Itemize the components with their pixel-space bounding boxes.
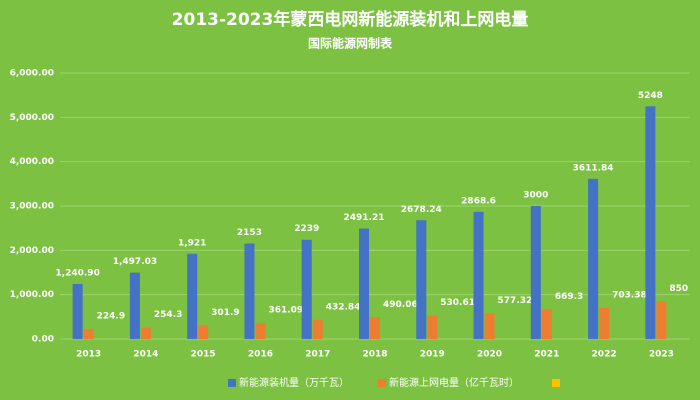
y-tick-label: 6,000.00: [10, 69, 54, 79]
bar: [198, 325, 209, 339]
bar: [244, 243, 255, 339]
x-tick-label: 2014: [133, 350, 158, 360]
bar: [83, 329, 94, 339]
bar: [301, 239, 312, 339]
chart-title: 2013-2023年蒙西电网新能源装机和上网电量: [172, 9, 529, 30]
x-tick-label: 2016: [248, 350, 273, 360]
y-tick-label: 3,000.00: [10, 202, 54, 212]
x-tick-label: 2017: [305, 350, 330, 360]
bar: [359, 228, 369, 339]
legend-label: 新能源上网电量（亿千瓦时）: [389, 376, 519, 389]
data-label: 2153: [237, 228, 262, 238]
data-label: 669.3: [555, 292, 583, 302]
data-label: 490.06: [383, 300, 418, 310]
data-label: 1,497.03: [113, 257, 157, 267]
bar: [588, 178, 599, 339]
bar: [473, 211, 484, 339]
bar: [427, 315, 438, 339]
data-label: 2868.6: [461, 196, 496, 206]
chart-subtitle: 国际能源网制表: [308, 36, 393, 51]
data-label: 2678.24: [401, 205, 442, 215]
bar: [645, 106, 656, 339]
y-tick-label: 1,000.00: [10, 290, 54, 300]
bar: [370, 317, 380, 339]
bar: [255, 322, 266, 339]
data-label: 3611.84: [573, 163, 614, 173]
y-tick-label: 4,000.00: [10, 157, 54, 167]
x-tick-label: 2013: [76, 350, 101, 360]
bar: [599, 307, 610, 339]
legend-swatch: [378, 379, 386, 387]
bar: [72, 283, 83, 339]
bar: [129, 272, 140, 339]
bar: [312, 319, 323, 339]
bar: [484, 313, 495, 339]
data-label: 3000: [523, 191, 548, 201]
x-tick-label: 2020: [477, 350, 502, 360]
y-tick-label: 2,000.00: [10, 246, 54, 256]
legend-label: 新能源装机量（万千瓦）: [239, 376, 349, 389]
data-label: 703.38: [612, 290, 647, 300]
bar: [530, 206, 541, 339]
data-label: 1,921: [178, 238, 206, 248]
data-label: 432.84: [326, 302, 361, 312]
data-label: 577.32: [498, 296, 533, 306]
data-label: 361.09: [268, 305, 303, 315]
bar: [656, 301, 667, 339]
y-tick-label: 0.00: [32, 335, 54, 345]
bar: [416, 220, 427, 339]
legend-swatch: [228, 379, 236, 387]
y-tick-label: 5,000.00: [10, 113, 54, 123]
x-tick-label: 2019: [420, 350, 445, 360]
x-tick-label: 2018: [362, 350, 387, 360]
bar: [541, 309, 552, 339]
bar: [187, 253, 198, 339]
x-tick-label: 2023: [649, 350, 674, 360]
data-label: 301.9: [211, 308, 239, 318]
data-label: 2491.21: [344, 213, 385, 223]
bar: [140, 327, 151, 339]
legend-swatch: [552, 379, 560, 387]
x-tick-label: 2015: [191, 350, 216, 360]
x-tick-label: 2022: [592, 350, 617, 360]
data-label: 5248: [638, 91, 663, 101]
data-label: 2239: [294, 224, 319, 234]
data-label: 1,240.90: [55, 268, 99, 278]
data-label: 224.9: [97, 312, 125, 322]
data-label: 530.61: [440, 298, 475, 308]
data-label: 254.3: [154, 310, 182, 320]
x-tick-label: 2021: [534, 350, 559, 360]
data-label: 850: [669, 284, 688, 294]
